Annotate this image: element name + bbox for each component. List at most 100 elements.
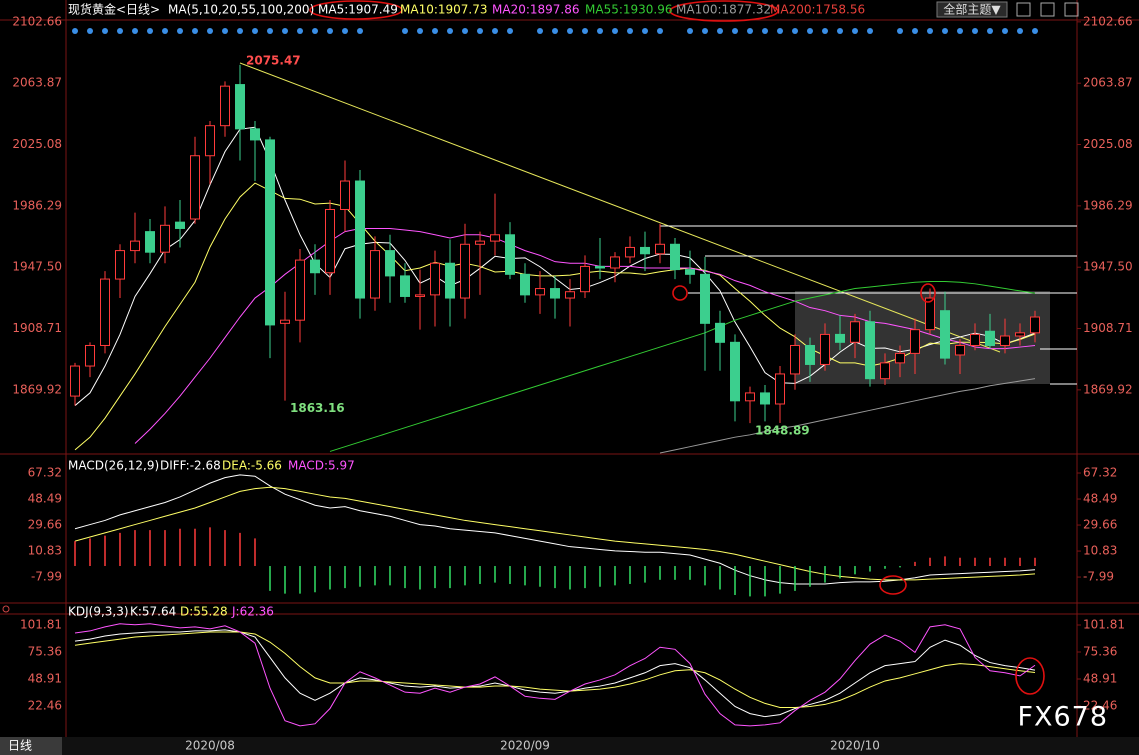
candle-body bbox=[205, 125, 215, 157]
marker-dot bbox=[627, 28, 633, 34]
marker-dot bbox=[897, 28, 903, 34]
window-button[interactable] bbox=[1016, 2, 1031, 17]
marker-dot bbox=[837, 28, 843, 34]
marker-dot bbox=[132, 28, 138, 34]
window-button[interactable] bbox=[1064, 2, 1079, 17]
candle-body bbox=[100, 278, 110, 346]
watermark: FX678 bbox=[1017, 702, 1108, 733]
y-tick-label: 67.32 bbox=[28, 466, 62, 480]
marker-dot bbox=[747, 28, 753, 34]
candle-body bbox=[940, 310, 950, 359]
y-tick-label: 48.91 bbox=[28, 672, 62, 686]
indicator-line bbox=[659, 378, 1036, 454]
marker-dot bbox=[207, 28, 213, 34]
y-tick-label: 29.66 bbox=[1083, 518, 1117, 532]
candle-body bbox=[535, 288, 545, 296]
legend-entry: MA55:1930.96 bbox=[585, 3, 673, 17]
candle-body bbox=[460, 243, 470, 299]
marker-dot bbox=[312, 28, 318, 34]
candle-body bbox=[220, 85, 230, 127]
candle-body bbox=[865, 321, 875, 380]
toolbar-button-label[interactable]: 全部主题▼ bbox=[943, 2, 1001, 17]
y-tick-label: 101.81 bbox=[20, 617, 62, 631]
candle-body bbox=[400, 275, 410, 297]
marker-dot bbox=[792, 28, 798, 34]
candle-body bbox=[700, 273, 710, 324]
candle-body bbox=[190, 155, 200, 220]
y-tick-label: -7.99 bbox=[31, 570, 62, 584]
marker-dot bbox=[417, 28, 423, 34]
y-tick-label: 48.49 bbox=[28, 492, 62, 506]
candle-body bbox=[850, 321, 860, 343]
candle-body bbox=[325, 208, 335, 274]
marker-dot bbox=[447, 28, 453, 34]
y-tick-label: 48.49 bbox=[1083, 492, 1117, 506]
marker-dot bbox=[192, 28, 198, 34]
legend-entry: DIFF:-2.68 bbox=[160, 459, 221, 473]
marker-dot bbox=[477, 28, 483, 34]
y-tick-label: 1986.29 bbox=[12, 198, 62, 212]
marker-dot bbox=[972, 28, 978, 34]
marker-dot bbox=[222, 28, 228, 34]
marker-dot bbox=[657, 28, 663, 34]
candle-body bbox=[895, 352, 905, 364]
highlight-ellipse bbox=[1015, 657, 1045, 695]
y-tick-label: 22.46 bbox=[1083, 699, 1117, 713]
y-tick-label: -7.99 bbox=[1083, 570, 1114, 584]
marker-dot bbox=[852, 28, 858, 34]
candle-body bbox=[280, 319, 290, 324]
y-tick-label: 75.36 bbox=[28, 644, 62, 658]
marker-dot bbox=[927, 28, 933, 34]
candle-body bbox=[310, 259, 320, 274]
candle-body bbox=[880, 362, 890, 380]
indicator-line bbox=[74, 629, 1036, 718]
candle-body bbox=[730, 341, 740, 402]
panel-title: MACD(26,12,9) bbox=[68, 459, 159, 473]
marker-dot bbox=[147, 28, 153, 34]
legend-entry: MA5:1907.49 bbox=[318, 3, 398, 17]
candle-body bbox=[910, 329, 920, 354]
marker-dot bbox=[177, 28, 183, 34]
marker-dot bbox=[1032, 28, 1038, 34]
candle-body bbox=[1000, 335, 1010, 346]
candle-body bbox=[430, 262, 440, 296]
indicator-line bbox=[74, 486, 1036, 581]
candle-body bbox=[625, 246, 635, 258]
marker-dot bbox=[492, 28, 498, 34]
candle-body bbox=[715, 322, 725, 343]
y-tick-label: 1869.92 bbox=[1083, 382, 1133, 396]
candle-body bbox=[295, 259, 305, 321]
indicator-line bbox=[74, 474, 1036, 585]
marker-dot bbox=[702, 28, 708, 34]
marker-dot bbox=[717, 28, 723, 34]
candle-body bbox=[385, 250, 395, 277]
candle-body bbox=[655, 243, 665, 255]
candle-body bbox=[595, 265, 605, 269]
candle-body bbox=[685, 269, 695, 275]
candle-body bbox=[580, 265, 590, 293]
window-button[interactable] bbox=[1040, 2, 1055, 17]
legend-entry: K:57.64 bbox=[130, 605, 176, 619]
candle-body bbox=[415, 294, 425, 297]
marker-dot bbox=[327, 28, 333, 34]
period-tab[interactable] bbox=[0, 737, 62, 755]
marker-dot bbox=[807, 28, 813, 34]
candle-body bbox=[775, 373, 785, 405]
y-tick-label: 48.91 bbox=[1083, 672, 1117, 686]
y-tick-label: 1947.50 bbox=[12, 260, 62, 274]
marker-dot bbox=[642, 28, 648, 34]
marker-dot bbox=[822, 28, 828, 34]
toolbar-button[interactable] bbox=[936, 1, 1008, 18]
candle-body bbox=[760, 392, 770, 405]
candle-body bbox=[835, 333, 845, 343]
period-tab-label[interactable]: 日线 bbox=[8, 739, 32, 753]
marker-dot bbox=[462, 28, 468, 34]
legend-entry: MA100:1877.32 bbox=[676, 3, 771, 17]
candle-body bbox=[640, 246, 650, 255]
marker-dot bbox=[912, 28, 918, 34]
candle-body bbox=[145, 231, 155, 253]
marker-dot bbox=[732, 28, 738, 34]
candle-body bbox=[505, 234, 515, 275]
highlights bbox=[309, 0, 1045, 695]
legend-entry: MACD:5.97 bbox=[288, 459, 355, 473]
